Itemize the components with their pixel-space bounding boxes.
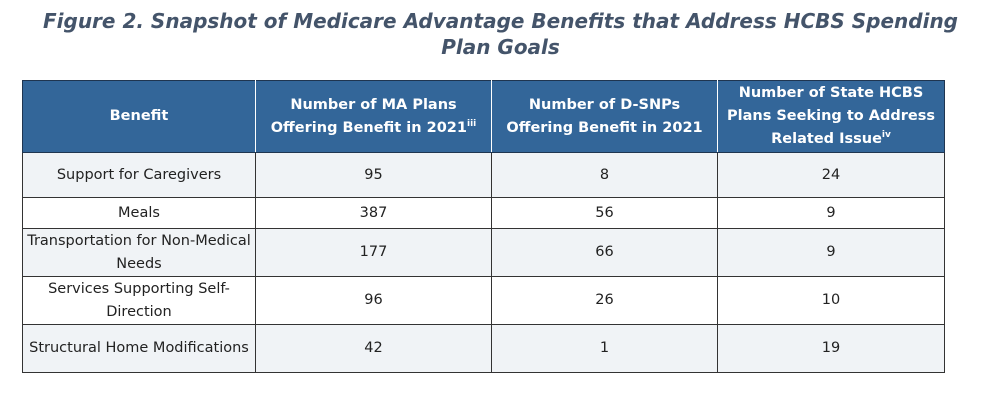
figure-title-line-2: Plan Goals	[441, 35, 560, 59]
cell-state-plans: 9	[717, 197, 945, 229]
cell-state-plans: 24	[717, 152, 945, 198]
cell-dsnps: 8	[491, 152, 718, 198]
cell-state-plans: 10	[717, 276, 945, 325]
cell-benefit: Transportation for Non-Medical Needs	[22, 228, 256, 277]
cell-dsnps: 1	[491, 324, 718, 373]
header-state-plans-footnote: iv	[881, 130, 891, 141]
header-ma-plans: Number of MA Plans Offering Benefit in 2…	[255, 80, 492, 153]
table-row: Services Supporting Self-Direction 96 26…	[22, 276, 945, 325]
cell-ma-plans: 96	[255, 276, 492, 325]
table-row: Structural Home Modifications 42 1 19	[22, 324, 945, 373]
header-ma-plans-footnote: iii	[466, 118, 477, 129]
table-header-row: Benefit Number of MA Plans Offering Bene…	[22, 80, 945, 153]
table-row: Support for Caregivers 95 8 24	[22, 152, 945, 198]
header-benefit: Benefit	[22, 80, 256, 153]
cell-state-plans: 9	[717, 228, 945, 277]
cell-benefit: Meals	[22, 197, 256, 229]
cell-ma-plans: 177	[255, 228, 492, 277]
cell-state-plans: 19	[717, 324, 945, 373]
benefits-table: Benefit Number of MA Plans Offering Bene…	[22, 80, 945, 373]
figure-title: Figure 2. Snapshot of Medicare Advantage…	[0, 8, 1001, 60]
cell-benefit: Structural Home Modifications	[22, 324, 256, 373]
cell-ma-plans: 95	[255, 152, 492, 198]
cell-dsnps: 66	[491, 228, 718, 277]
header-state-plans: Number of State HCBS Plans Seeking to Ad…	[717, 80, 945, 153]
cell-ma-plans: 42	[255, 324, 492, 373]
table-row: Meals 387 56 9	[22, 197, 945, 229]
cell-dsnps: 26	[491, 276, 718, 325]
cell-ma-plans: 387	[255, 197, 492, 229]
cell-benefit: Support for Caregivers	[22, 152, 256, 198]
cell-dsnps: 56	[491, 197, 718, 229]
cell-benefit: Services Supporting Self-Direction	[22, 276, 256, 325]
table-row: Transportation for Non-Medical Needs 177…	[22, 228, 945, 277]
figure-title-line-1: Figure 2. Snapshot of Medicare Advantage…	[42, 9, 958, 33]
header-dsnps: Number of D-SNPs Offering Benefit in 202…	[491, 80, 718, 153]
